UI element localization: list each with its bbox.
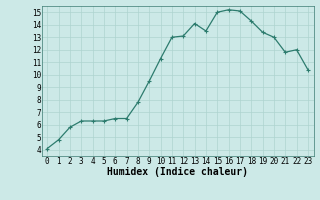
X-axis label: Humidex (Indice chaleur): Humidex (Indice chaleur)	[107, 167, 248, 177]
